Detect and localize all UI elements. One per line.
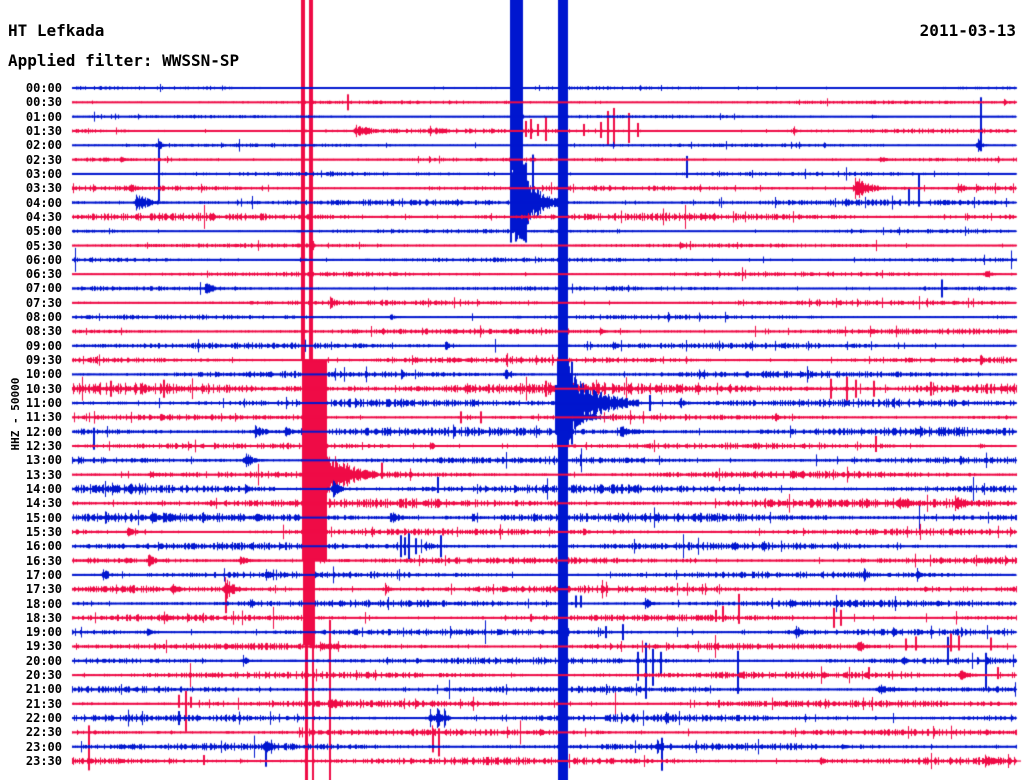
y-axis-label: HHZ - 50000 xyxy=(9,377,22,451)
filter-label: Applied filter: WWSSN-SP xyxy=(8,51,240,70)
station-title: HT Lefkada xyxy=(8,21,105,40)
date-label: 2011-03-13 xyxy=(919,21,1016,40)
